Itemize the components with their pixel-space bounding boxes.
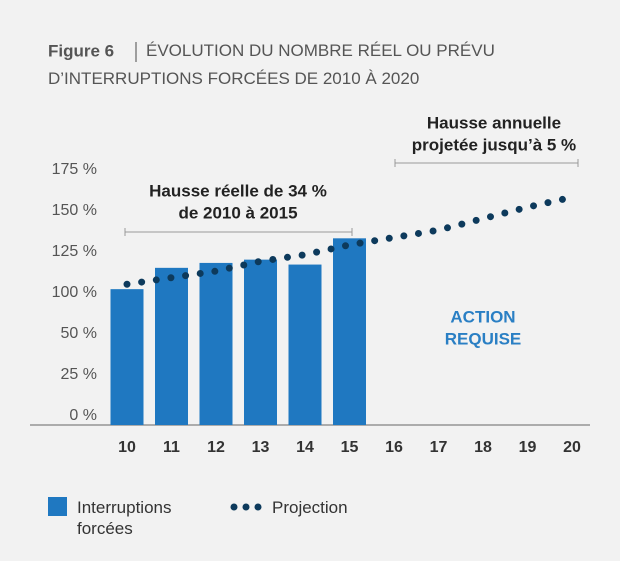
annotation: projetée jusqu’à 5 % — [412, 135, 576, 154]
annotation: de 2010 à 2015 — [178, 203, 297, 222]
x-tick-label: 10 — [118, 439, 136, 456]
bracket — [124, 228, 353, 236]
legend-swatch — [48, 497, 67, 516]
projection-line — [123, 193, 576, 288]
x-tick-label: 18 — [474, 439, 492, 456]
legend-dot — [230, 503, 238, 511]
x-tick-label: 17 — [430, 439, 448, 456]
legend-dot — [254, 503, 262, 511]
y-tick-label: 25 % — [61, 366, 97, 383]
bracket — [394, 159, 579, 167]
bar — [110, 289, 144, 425]
annotation: Hausse réelle de 34 % — [149, 181, 327, 200]
legend-label: Interruptions forcées — [77, 498, 172, 538]
x-tick-label: 20 — [563, 439, 581, 456]
y-tick-label: 150 % — [52, 202, 97, 219]
y-tick-label: 100 % — [52, 284, 97, 301]
bar — [155, 267, 188, 425]
chart-title: ÉVOLUTION DU NOMBRE RÉEL OU PRÉVU D’INTER… — [48, 41, 495, 88]
figure-label: Figure 6 — [48, 41, 114, 60]
x-tick-label: 11 — [163, 439, 180, 456]
x-tick-label: 13 — [252, 439, 270, 456]
legend-label: Projection — [272, 498, 348, 517]
y-tick-label: 125 % — [52, 243, 97, 260]
x-tick-label: 15 — [341, 439, 359, 456]
legend-dot — [242, 503, 250, 511]
bar — [199, 262, 233, 425]
y-tick-label: 175 % — [52, 161, 97, 178]
bar — [244, 259, 277, 425]
y-tick-label: 50 % — [61, 325, 97, 342]
x-tick-label: 12 — [207, 439, 225, 456]
x-tick-label: 19 — [519, 439, 537, 456]
annotation: ACTION — [450, 307, 515, 326]
y-tick-label: 0 % — [69, 407, 97, 424]
annotation: Hausse annuelle — [427, 113, 561, 132]
annotation: REQUISE — [445, 329, 522, 348]
bar — [333, 238, 366, 425]
bar — [288, 264, 322, 425]
x-tick-label: 14 — [296, 439, 314, 456]
x-tick-label: 16 — [385, 439, 403, 456]
